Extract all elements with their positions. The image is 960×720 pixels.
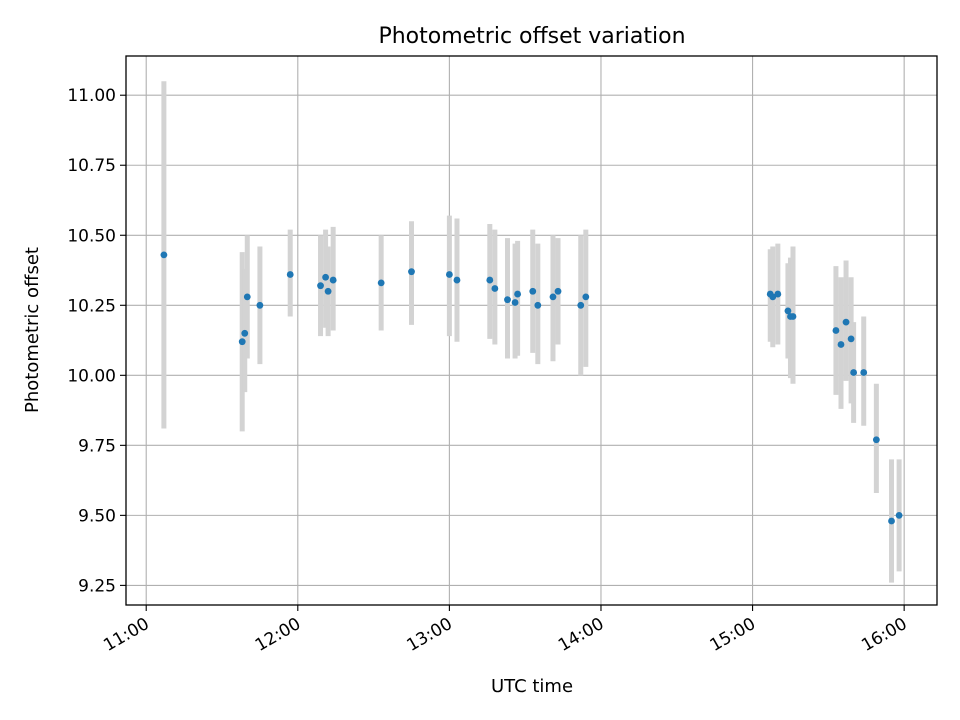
data-point — [895, 511, 903, 519]
data-point — [832, 327, 840, 334]
data-point — [317, 282, 324, 290]
data-point — [491, 285, 499, 292]
y-tick-label: 11.00 — [67, 86, 116, 106]
data-point — [529, 287, 537, 295]
data-point — [286, 271, 294, 278]
data-points — [160, 251, 903, 525]
data-point — [549, 293, 557, 301]
y-tick-label: 9.50 — [78, 506, 116, 526]
data-point — [160, 251, 168, 259]
data-point — [322, 273, 329, 281]
data-point — [850, 369, 858, 376]
y-tick-label: 10.75 — [67, 156, 116, 176]
y-tick-label: 10.50 — [67, 226, 116, 246]
data-point — [243, 293, 251, 301]
y-axis-label: Photometric offset — [22, 247, 43, 413]
y-axis-ticks: 9.25 9.50 9.75 10.00 10.25 10.50 10.75 11.00 — [67, 86, 126, 596]
data-point — [408, 268, 415, 276]
y-tick-label: 9.25 — [78, 576, 116, 596]
data-point — [872, 436, 880, 444]
plot-area-frame — [125, 55, 938, 606]
data-point — [769, 293, 777, 301]
data-point — [511, 299, 519, 306]
data-point — [453, 276, 461, 284]
data-point — [534, 301, 542, 309]
data-point — [256, 301, 264, 309]
data-point — [241, 329, 249, 337]
y-tick-label: 9.75 — [78, 436, 116, 456]
data-point — [888, 517, 895, 525]
data-point — [860, 369, 868, 376]
y-tick-label: 10.25 — [67, 296, 116, 316]
y-tick-label: 10.00 — [67, 366, 116, 386]
data-point — [445, 271, 453, 278]
data-point — [582, 293, 590, 301]
data-point — [324, 287, 332, 295]
data-point — [842, 318, 850, 326]
data-point — [377, 279, 385, 287]
data-point — [486, 276, 494, 284]
data-point — [774, 290, 782, 298]
data-point — [847, 335, 855, 343]
data-point — [504, 296, 511, 304]
data-point — [577, 301, 585, 309]
data-point — [789, 313, 797, 320]
data-point — [238, 338, 246, 346]
data-point — [784, 307, 792, 315]
data-point — [554, 287, 562, 295]
chart-title: Photometric offset variation — [378, 24, 685, 49]
data-point — [837, 341, 845, 348]
x-axis-label: UTC time — [491, 676, 573, 697]
data-point — [514, 290, 522, 298]
data-point — [329, 276, 337, 284]
